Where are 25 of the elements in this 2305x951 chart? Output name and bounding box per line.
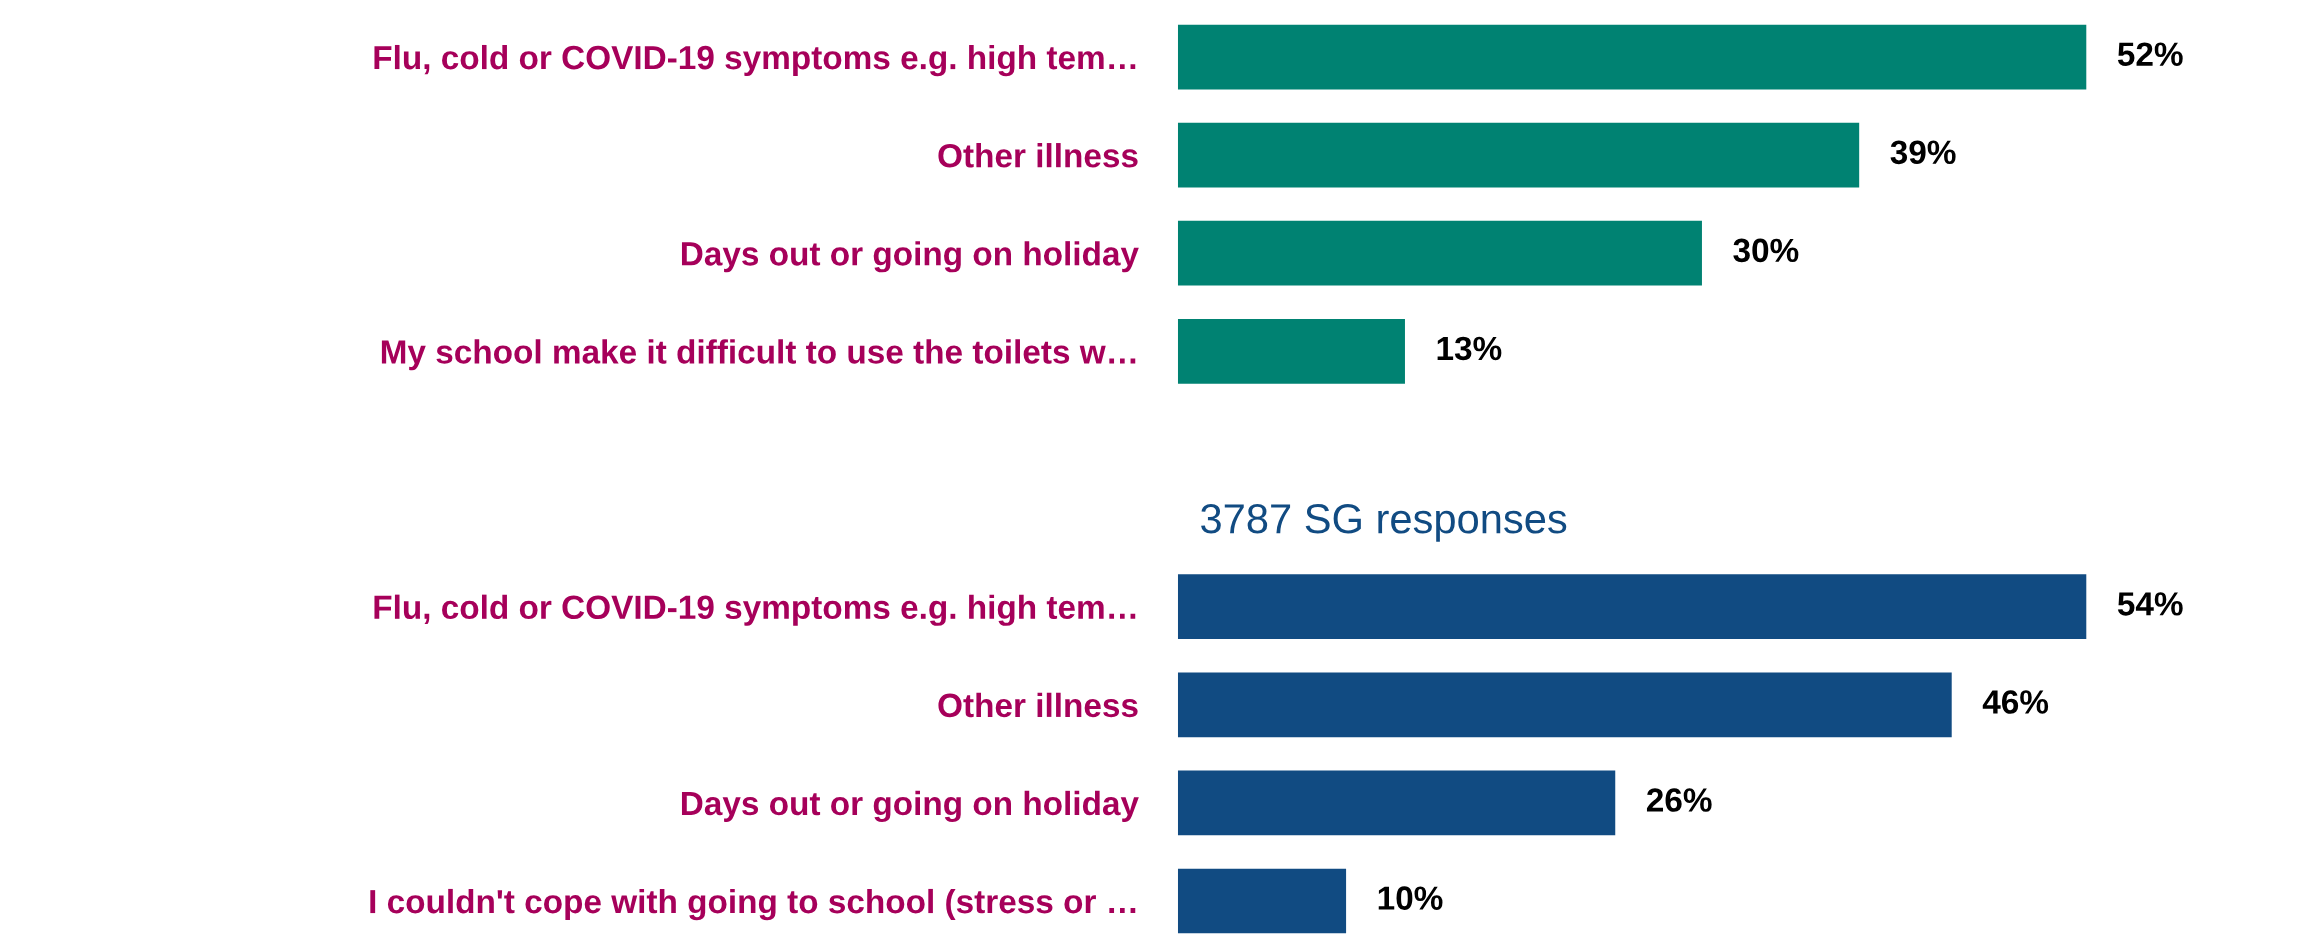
- y-tick-label: Days out or going on holiday: [681, 241, 1139, 273]
- chart-title: 3787 SG responses: [1201, 504, 1567, 542]
- y-tick-label: Flu, cold or COVID-19 symptoms e.g. high tem…: [374, 44, 1136, 77]
- data-label: 30%: [1733, 238, 1799, 263]
- data-label: 13%: [1437, 336, 1502, 361]
- bar: [1177, 122, 1860, 188]
- y-tick-label: I couldn't cope with going to school (stress or …: [370, 888, 1136, 921]
- bar: [1177, 672, 1952, 738]
- data-label: 54%: [2117, 592, 2183, 616]
- data-label: 26%: [1646, 788, 1712, 812]
- bar: [1177, 868, 1347, 934]
- bar: [1177, 220, 1702, 286]
- bar: [1177, 574, 2087, 640]
- y-tick-label: Other illness: [938, 143, 1138, 168]
- data-label: 52%: [2117, 42, 2183, 66]
- y-tick-label: My school make it difficult to use the toilets w…: [381, 339, 1136, 371]
- bar: [1177, 770, 1616, 836]
- y-tick-label: Days out or going on holiday: [681, 790, 1139, 823]
- data-label: 10%: [1378, 886, 1443, 910]
- data-label: 46%: [1982, 690, 2049, 714]
- bar: [1177, 24, 2087, 90]
- y-tick-label: Flu, cold or COVID-19 symptoms e.g. high tem…: [374, 594, 1136, 626]
- y-tick-label: Other illness: [938, 692, 1138, 718]
- bar: [1177, 318, 1405, 384]
- data-label: 39%: [1890, 140, 1956, 165]
